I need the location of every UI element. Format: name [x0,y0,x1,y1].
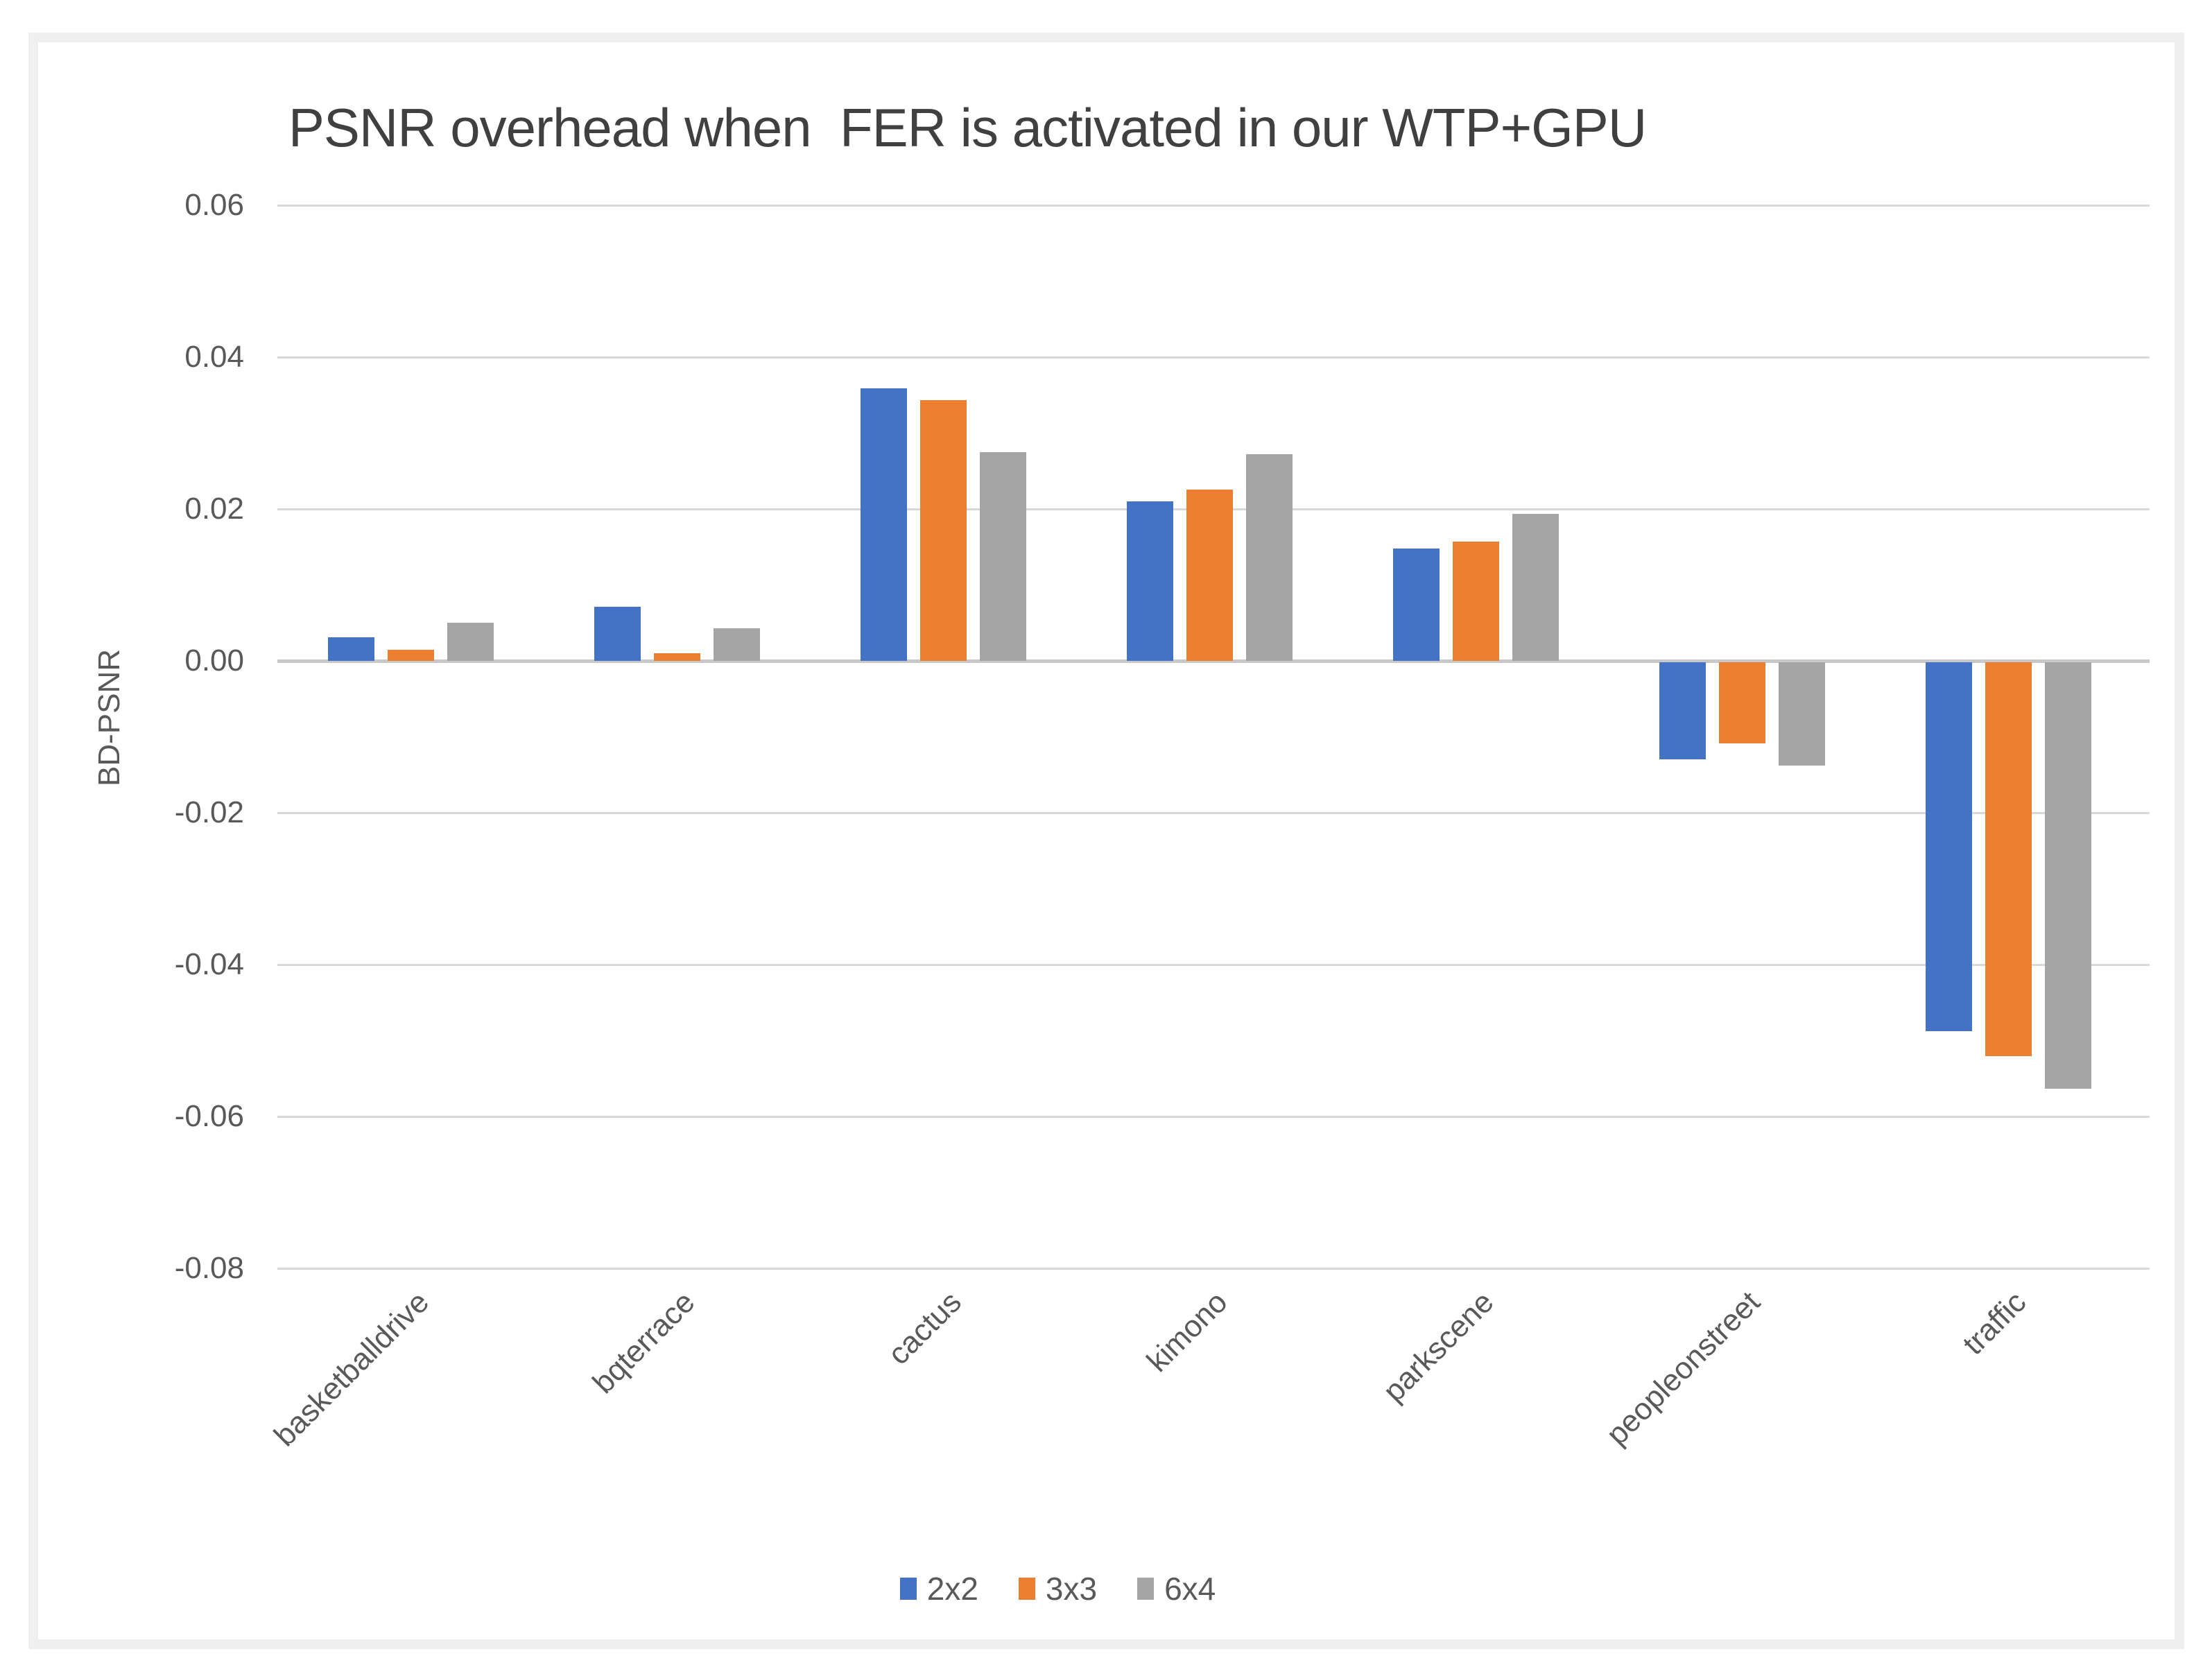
gridline-0.04 [277,356,2150,359]
bar-6x4-basketballdrive [447,623,494,661]
bar-2x2-cactus [861,388,907,661]
bar-3x3-bqterrace [654,653,700,661]
y-tick-label--0.08: -0.08 [174,1251,244,1285]
bar-2x2-peopleonstreet [1659,662,1706,760]
chart-frame: PSNR overhead when FER is activated in o… [28,33,2184,1649]
bar-3x3-traffic [1985,662,2032,1057]
legend-marker-6x4 [1137,1578,1155,1600]
gridline--0.04 [277,964,2150,966]
gridline-0.06 [277,205,2150,207]
chart-card: PSNR overhead when FER is activated in o… [38,42,2175,1639]
legend-label-6x4: 6x4 [1164,1571,1216,1607]
bar-6x4-parkscene [1512,513,1559,661]
y-tick-label--0.06: -0.06 [174,1099,244,1133]
y-tick-label-0.04: 0.04 [184,340,244,374]
bar-6x4-kimono [1246,454,1293,661]
bar-6x4-peopleonstreet [1779,662,1825,766]
bar-2x2-traffic [1926,662,1972,1032]
legend-label-3x3: 3x3 [1045,1571,1098,1607]
legend-item-6x4: 6x4 [1137,1573,1216,1605]
gridline-0.00 [277,659,2150,663]
y-tick-label-0.06: 0.06 [184,188,244,222]
legend-label-2x2: 2x2 [926,1571,978,1607]
bar-3x3-kimono [1186,489,1233,661]
x-category-label-bqterrace: bqterrace [586,1285,702,1401]
legend-marker-2x2 [899,1578,917,1600]
x-category-label-kimono: kimono [1140,1285,1234,1379]
legend-item-3x3: 3x3 [1018,1571,1098,1607]
chart-title: PSNR overhead when FER is activated in o… [288,97,1647,158]
bar-6x4-cactus [980,451,1026,661]
x-category-label-peopleonstreet: peopleonstreet [1600,1285,1767,1452]
x-category-label-basketballdrive: basketballdrive [267,1285,435,1453]
y-tick-label-0.02: 0.02 [184,492,244,526]
bar-3x3-cactus [920,400,967,661]
bar-2x2-kimono [1127,501,1173,661]
bar-3x3-basketballdrive [388,649,434,661]
x-category-label-traffic: traffic [1956,1285,2033,1362]
gridline--0.02 [277,812,2150,814]
x-category-label-parkscene: parkscene [1376,1285,1501,1409]
gridline--0.06 [277,1116,2150,1118]
gridline--0.08 [277,1268,2150,1270]
y-tick-label--0.04: -0.04 [174,947,244,981]
y-tick-label--0.02: -0.02 [174,795,244,829]
legend: 2x2 3x3 6x4 [0,1573,2126,1605]
bar-3x3-parkscene [1453,542,1499,661]
bar-3x3-peopleonstreet [1719,662,1765,744]
legend-item-2x2: 2x2 [899,1571,978,1607]
bar-2x2-parkscene [1393,548,1440,661]
x-category-label-cactus: cactus [881,1285,968,1372]
legend-marker-3x3 [1018,1578,1035,1600]
bar-6x4-traffic [2045,662,2091,1089]
y-tick-label-0.00: 0.00 [184,644,244,678]
bar-2x2-basketballdrive [328,637,374,661]
bar-6x4-bqterrace [714,628,760,661]
bar-2x2-bqterrace [594,607,641,661]
